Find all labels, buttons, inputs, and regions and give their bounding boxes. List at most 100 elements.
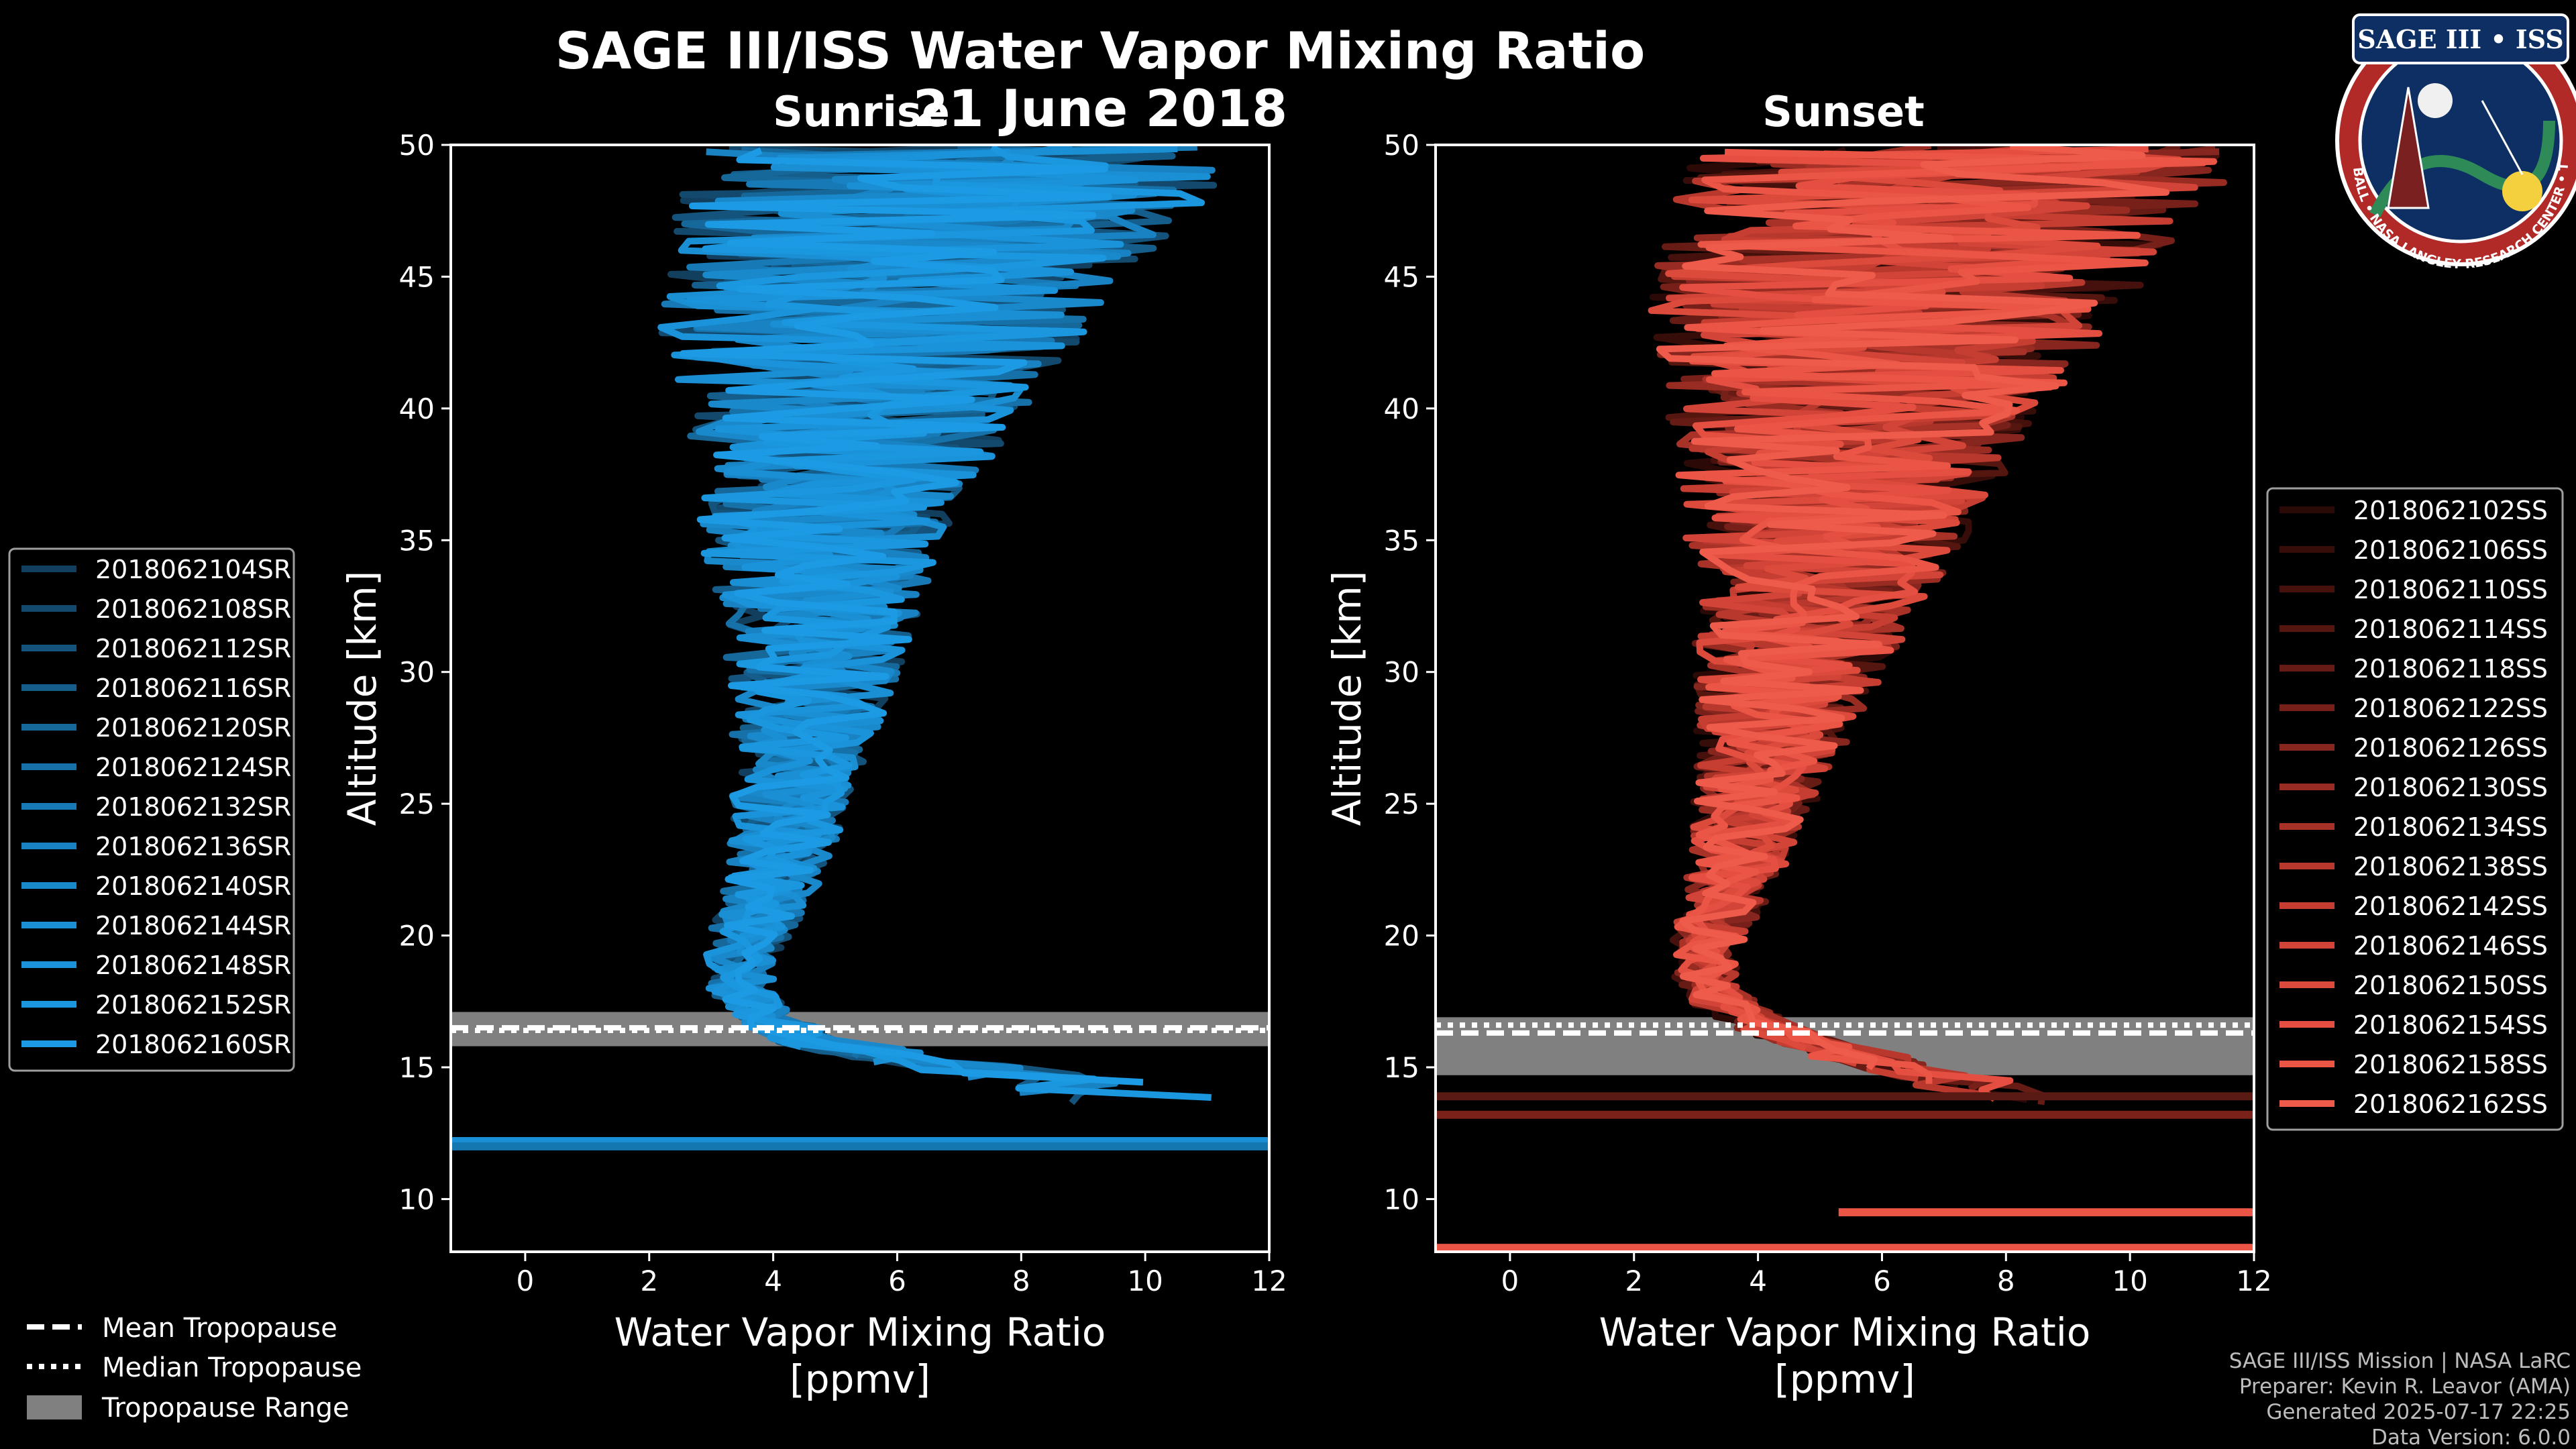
sunset-plot: 0 2 4 6 8 10 12 10 15 20 25 30 35 40 45 50 Water Vapor M… <box>1324 129 2272 1402</box>
sunset-legend-label: 2018062154SS <box>2353 1010 2548 1040</box>
sunset-y-tick-label: 50 <box>1384 129 1419 162</box>
sunset-legend-label: 2018062142SS <box>2353 892 2548 921</box>
sunset-x-tick-label: 4 <box>1749 1265 1767 1297</box>
sunset-x-tick-label: 8 <box>1997 1265 2015 1297</box>
tropopause-range-label: Tropopause Range <box>101 1393 350 1424</box>
sunrise-legend-label: 2018062132SR <box>95 792 291 822</box>
sunrise-x-tick-label: 4 <box>764 1265 782 1297</box>
sunset-y-tick-label: 30 <box>1384 656 1419 689</box>
sunset-legend-label: 2018062106SS <box>2353 535 2548 565</box>
logo-title-banner <box>2352 13 2569 64</box>
logo-ray <box>2481 100 2524 175</box>
sunrise-legend-label: 2018062160SR <box>95 1030 291 1059</box>
logo-sun <box>2502 171 2542 211</box>
tropopause-legend: Mean Tropopause Median Tropopause Tropop… <box>27 1313 362 1424</box>
sunrise-legend-label: 2018062108SR <box>95 594 291 624</box>
sunset-y-tick-label: 25 <box>1384 788 1419 820</box>
tropopause-range-swatch <box>27 1395 82 1419</box>
sunset-x-axis-label: [ppmv] <box>1774 1356 1915 1402</box>
sunset-y-tick-label: 15 <box>1384 1051 1419 1084</box>
sunrise-plot: 0 2 4 6 8 10 12 10 15 20 25 30 35 40 45 50 Water Vapor M… <box>339 129 1287 1402</box>
sunset-profile-2018062162SS <box>1656 145 2170 1071</box>
sunrise-legend-label: 2018062120SR <box>95 713 291 743</box>
sunrise-profile-2018062152SR <box>700 145 1212 1101</box>
credit-preparer: Preparer: Kevin R. Leavor (AMA) <box>2239 1375 2571 1399</box>
sunset-plot-frame <box>1434 144 2255 1253</box>
sunset-legend-label: 2018062138SS <box>2353 852 2548 881</box>
sunset-legend-label: 2018062114SS <box>2353 614 2548 644</box>
mean-tropopause-label: Mean Tropopause <box>102 1313 337 1344</box>
sunrise-legend-label: 2018062104SR <box>95 555 291 584</box>
sunrise-panel-title: Sunrise <box>773 87 950 136</box>
sunrise-y-tick-label: 45 <box>399 260 435 293</box>
credit-generated: Generated 2025-07-17 22:25 <box>2266 1400 2571 1424</box>
figure-date: 21 June 2018 <box>913 78 1287 138</box>
sunset-x-tick-label: 6 <box>1873 1265 1891 1297</box>
sunrise-legend-label: 2018062148SR <box>95 951 291 980</box>
sunrise-legend-box <box>8 547 295 1072</box>
sunset-x-tick-label: 12 <box>2236 1265 2271 1297</box>
sunrise-y-tick-label: 25 <box>399 788 435 820</box>
sunset-legend-box <box>2266 487 2564 1131</box>
sunrise-x-tick-label: 2 <box>640 1265 658 1297</box>
sunrise-legend-label: 2018062144SR <box>95 911 291 941</box>
sunset-legend-label: 2018062122SS <box>2353 694 2548 723</box>
sunset-legend-label: 2018062130SS <box>2353 773 2548 802</box>
sunrise-y-tick-label: 30 <box>399 656 435 689</box>
sunrise-legend-label: 2018062152SR <box>95 990 291 1020</box>
credit-version: Data Version: 6.0.0 <box>2371 1426 2571 1449</box>
sunrise-y-axis-label: Altitude [km] <box>339 571 385 826</box>
figure-title: SAGE III/ISS Water Vapor Mixing Ratio <box>555 21 1646 80</box>
sunrise-y-tick-label: 50 <box>399 129 435 162</box>
sunset-x-axis-label: Water Vapor Mixing Ratio <box>1599 1309 2091 1355</box>
sunset-x-tick-label: 0 <box>1501 1265 1519 1297</box>
sunrise-plot-frame <box>449 144 1271 1253</box>
sunrise-x-tick-label: 6 <box>888 1265 906 1297</box>
sunrise-legend: 2018062104SR 2018062108SR 2018062112SR 2018… <box>21 555 291 1059</box>
sunset-x-tick-label: 10 <box>2112 1265 2147 1297</box>
sunrise-x-axis-label: [ppmv] <box>790 1356 930 1402</box>
sunset-legend-label: 2018062118SS <box>2353 654 2548 684</box>
sunrise-y-tick-label: 35 <box>399 524 435 557</box>
logo-title: SAGE III • ISS <box>2357 24 2563 54</box>
sunset-x-tick-label: 2 <box>1625 1265 1643 1297</box>
sunset-legend-label: 2018062110SS <box>2353 575 2548 604</box>
sunset-y-tick-label: 45 <box>1384 260 1419 293</box>
sunrise-legend-label: 2018062116SR <box>95 674 291 703</box>
sunrise-x-tick-label: 12 <box>1251 1265 1287 1297</box>
sunset-profile-2018062150SS <box>1648 150 2207 1052</box>
sunrise-y-tick-label: 10 <box>399 1183 435 1216</box>
sunrise-legend-label: 2018062112SR <box>95 634 291 663</box>
sunset-legend-label: 2018062162SS <box>2353 1089 2548 1119</box>
sunset-legend-label: 2018062150SS <box>2353 971 2548 1000</box>
logo-moon <box>2418 83 2453 118</box>
sunset-y-tick-label: 20 <box>1384 920 1419 953</box>
sunset-legend-label: 2018062158SS <box>2353 1050 2548 1079</box>
sunset-panel-title: Sunset <box>1762 87 1925 136</box>
sunrise-y-tick-label: 20 <box>399 920 435 953</box>
sunrise-profile-2018062160SR <box>680 147 1144 1086</box>
sunrise-x-tick-label: 0 <box>517 1265 535 1297</box>
sunset-legend-label: 2018062134SS <box>2353 812 2548 842</box>
sunset-legend-label: 2018062126SS <box>2353 733 2548 763</box>
logo-inner-field <box>2358 38 2563 244</box>
credits: SAGE III/ISS Mission | NASA LaRC Prepare… <box>2229 1349 2571 1449</box>
sunrise-legend-label: 2018062140SR <box>95 871 291 901</box>
credit-mission: SAGE III/ISS Mission | NASA LaRC <box>2229 1349 2571 1373</box>
sunset-legend-label: 2018062146SS <box>2353 931 2548 961</box>
sunrise-x-axis-label: Water Vapor Mixing Ratio <box>614 1309 1106 1355</box>
sunset-legend: 2018062102SS 2018062106SS 2018062110SS 2018… <box>2279 496 2548 1119</box>
sunset-y-axis-label: Altitude [km] <box>1324 571 1370 826</box>
sunset-legend-label: 2018062102SS <box>2353 496 2548 525</box>
sunrise-legend-label: 2018062124SR <box>95 753 291 782</box>
sunset-y-tick-label: 10 <box>1384 1183 1419 1216</box>
sunset-y-tick-label: 40 <box>1384 392 1419 425</box>
sunrise-y-tick-label: 15 <box>399 1051 435 1084</box>
sunrise-x-tick-label: 8 <box>1012 1265 1030 1297</box>
median-tropopause-label: Median Tropopause <box>102 1352 362 1383</box>
sunrise-y-tick-label: 40 <box>399 392 435 425</box>
sunrise-legend-label: 2018062136SR <box>95 832 291 861</box>
logo-figure <box>2387 87 2430 209</box>
sunrise-x-tick-label: 10 <box>1127 1265 1163 1297</box>
